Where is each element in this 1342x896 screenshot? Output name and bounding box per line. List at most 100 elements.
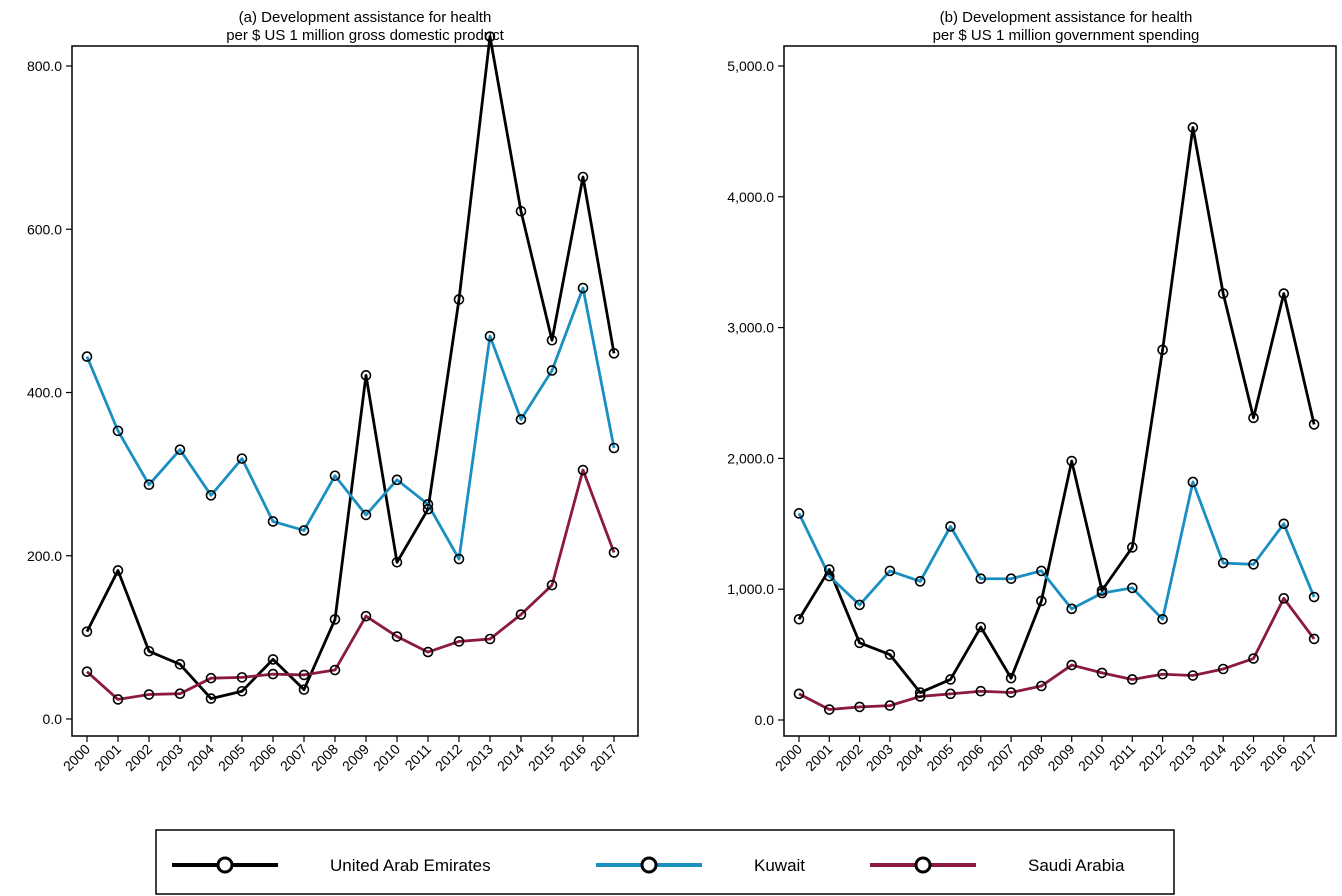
panel-b-point-saudi-arabia bbox=[1217, 663, 1229, 675]
panel-b-x-tick-label: 2000 bbox=[772, 741, 805, 774]
panel-b-point-united-arab-emirates bbox=[1036, 595, 1047, 607]
panel-a-subtitle: per $ US 1 million gross domestic produc… bbox=[226, 27, 504, 44]
panel-a-x-tick-label: 2003 bbox=[153, 741, 186, 774]
panel-b-point-united-arab-emirates bbox=[1308, 419, 1320, 430]
panel-a-point-united-arab-emirates bbox=[484, 31, 496, 42]
panel-b-y-tick-label: 4,000.0 bbox=[727, 189, 774, 205]
panel-a-point-united-arab-emirates bbox=[236, 685, 248, 697]
panel-a-point-united-arab-emirates bbox=[391, 556, 403, 568]
legend-item-uae: United Arab Emirates bbox=[172, 856, 491, 875]
panel-a-point-saudi-arabia bbox=[329, 664, 341, 676]
panel-a-point-saudi-arabia bbox=[143, 689, 155, 700]
panel-a-x-tick-label: 2013 bbox=[463, 741, 496, 774]
panel-b-title: (b) Development assistance for health bbox=[940, 9, 1193, 26]
panel-a-point-united-arab-emirates bbox=[546, 334, 558, 346]
panel-b-y-tick-label: 2,000.0 bbox=[727, 450, 774, 466]
panel-b-point-kuwait bbox=[1127, 582, 1138, 594]
legend-marker-saudi-arabia bbox=[914, 856, 932, 874]
panel-a-point-united-arab-emirates bbox=[515, 205, 527, 217]
panel-a-point-united-arab-emirates bbox=[143, 645, 155, 657]
panel-b-point-united-arab-emirates bbox=[914, 687, 926, 698]
panel-b-x-tick-label: 2003 bbox=[863, 741, 896, 774]
panel-b-subtitle: per $ US 1 million government spending bbox=[933, 27, 1200, 44]
panel-b-point-saudi-arabia bbox=[914, 691, 926, 702]
panel-a-y-tick-label: 400.0 bbox=[27, 385, 62, 401]
panel-b-point-united-arab-emirates bbox=[854, 637, 865, 649]
legend-item-kuwait: Kuwait bbox=[596, 856, 805, 875]
panel-a-point-saudi-arabia bbox=[546, 579, 558, 591]
panel-b-x-tick-label: 2006 bbox=[954, 741, 987, 774]
panel-b-line-kuwait bbox=[797, 480, 1316, 621]
panel-a-point-kuwait bbox=[391, 474, 403, 486]
panel-b-line-saudi-arabia bbox=[798, 596, 1316, 711]
panel-a-point-kuwait bbox=[143, 479, 155, 491]
panel-a-point-kuwait bbox=[205, 490, 217, 501]
panel-b-series-united-arab-emirates bbox=[797, 126, 1316, 694]
panel-a-x-tick-label: 2006 bbox=[246, 741, 279, 774]
panel-a-x-tick-label: 2010 bbox=[370, 741, 403, 774]
panel-a-point-united-arab-emirates bbox=[608, 348, 620, 359]
panel-b-point-united-arab-emirates bbox=[1066, 455, 1077, 467]
panel-b-point-united-arab-emirates bbox=[823, 564, 835, 575]
panel-a-x-tick-label: 2015 bbox=[525, 741, 558, 774]
panel-b-point-saudi-arabia bbox=[1248, 653, 1259, 664]
panel-a-point-kuwait bbox=[298, 525, 310, 536]
panel-a-point-united-arab-emirates bbox=[577, 171, 589, 183]
panel-b-x-tick-label: 2009 bbox=[1044, 741, 1077, 774]
panel-a-y-tick-label: 600.0 bbox=[27, 221, 62, 237]
panel-b-x-tick-label: 2010 bbox=[1075, 741, 1108, 774]
panel-a-y-tick-label: 800.0 bbox=[27, 58, 62, 74]
panel-b-point-saudi-arabia bbox=[1127, 674, 1138, 685]
panel-b-point-kuwait bbox=[1217, 557, 1229, 569]
panel-b-point-saudi-arabia bbox=[823, 704, 835, 715]
panel-a-markers-kuwait bbox=[81, 282, 620, 565]
panel-b-x-tick-label: 2013 bbox=[1166, 741, 1199, 774]
panel-a-x-tick-label: 2004 bbox=[184, 741, 217, 774]
panel-b-point-united-arab-emirates bbox=[1248, 412, 1259, 424]
panel-a-x-tick-label: 2017 bbox=[587, 741, 620, 774]
panel-a-point-saudi-arabia bbox=[298, 669, 310, 681]
panel-a-markers-united-arab-emirates bbox=[81, 31, 620, 704]
panel-a-plot-frame bbox=[71, 45, 639, 737]
panel-a-point-kuwait bbox=[329, 470, 341, 482]
legend-item-saudi-arabia: Saudi Arabia bbox=[870, 856, 1125, 875]
panel-b-line-united-arab-emirates bbox=[797, 126, 1316, 694]
panel-b-point-saudi-arabia bbox=[1036, 680, 1047, 692]
panel-a-point-kuwait bbox=[236, 453, 248, 464]
panel-a-point-united-arab-emirates bbox=[112, 565, 124, 576]
panel-a-point-saudi-arabia bbox=[236, 672, 248, 683]
panel-a-point-kuwait bbox=[360, 509, 372, 521]
panel-a-y-tick-label: 0.0 bbox=[43, 711, 63, 727]
panel-b-point-kuwait bbox=[854, 599, 865, 611]
panel-a-markers-saudi-arabia bbox=[81, 464, 620, 705]
panel-b-markers-kuwait bbox=[793, 476, 1320, 625]
panel-a-point-saudi-arabia bbox=[267, 668, 279, 680]
panel-b-point-united-arab-emirates bbox=[793, 613, 805, 625]
panel-a-point-saudi-arabia bbox=[205, 672, 217, 684]
panel-b-x-axis: 2000200120022003200420052006200720082009… bbox=[772, 736, 1320, 774]
panel-b-series bbox=[793, 122, 1320, 715]
legend-marker-kuwait bbox=[640, 856, 658, 874]
panel-a-point-saudi-arabia bbox=[174, 688, 186, 699]
panel-a-x-tick-label: 2012 bbox=[432, 741, 465, 774]
panel-a-point-kuwait bbox=[546, 365, 558, 376]
panel-b-x-tick-label: 2004 bbox=[893, 741, 926, 774]
panel-a-y-axis: 0.0 200.0 400.0 600.0 800.0 bbox=[27, 58, 72, 727]
panel-b-point-saudi-arabia bbox=[1187, 670, 1199, 681]
panel-b-point-kuwait bbox=[1036, 565, 1047, 577]
panel-b-point-united-arab-emirates bbox=[1187, 122, 1199, 133]
panel-b-point-saudi-arabia bbox=[854, 701, 865, 713]
panel-b-x-tick-label: 2012 bbox=[1135, 741, 1168, 774]
panel-a-point-saudi-arabia bbox=[453, 636, 465, 647]
panel-b-point-kuwait bbox=[1096, 587, 1108, 599]
panel-a-point-kuwait bbox=[515, 414, 527, 425]
panel-b-point-kuwait bbox=[1157, 613, 1168, 625]
panel-a-x-tick-label: 2008 bbox=[308, 741, 341, 774]
panel-a-point-united-arab-emirates bbox=[205, 693, 217, 704]
panel-b-x-tick-label: 2011 bbox=[1106, 741, 1139, 774]
panel-b-point-kuwait bbox=[823, 570, 835, 582]
panel-b-x-tick-label: 2008 bbox=[1014, 741, 1047, 774]
panel-a-point-kuwait bbox=[608, 442, 620, 454]
panel-a-point-united-arab-emirates bbox=[453, 294, 465, 305]
panel-b-point-united-arab-emirates bbox=[1217, 288, 1229, 299]
